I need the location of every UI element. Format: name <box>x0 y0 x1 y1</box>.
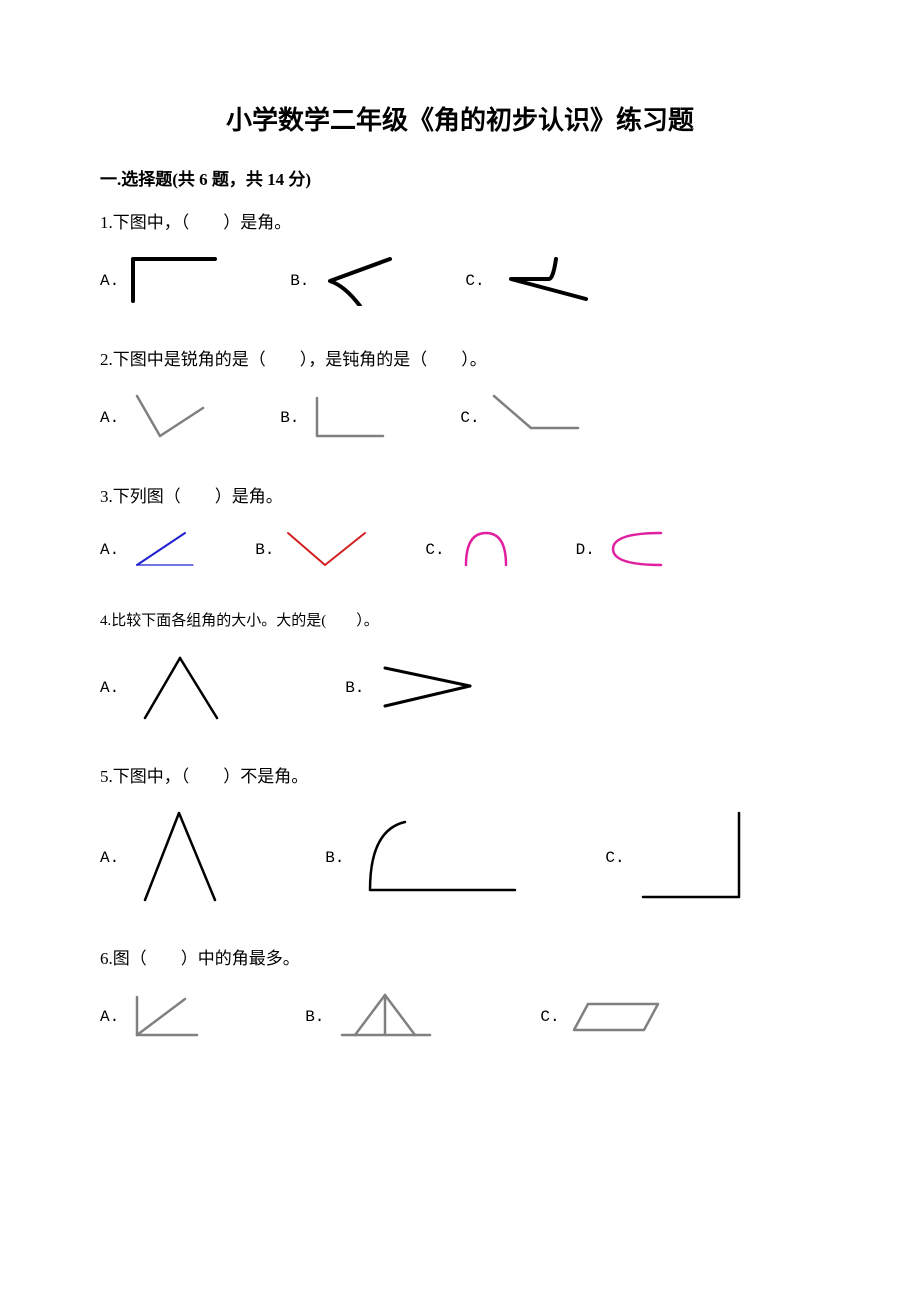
option-label: C. <box>460 409 479 427</box>
question-1-options: A. B. C. <box>100 251 820 311</box>
greater-than-icon <box>370 658 490 718</box>
tall-caret-icon <box>125 805 240 910</box>
question-4-options: A. B. <box>100 648 820 728</box>
section-header: 一.选择题(共 6 题，共 14 分) <box>100 165 820 190</box>
option-label: A. <box>100 679 119 697</box>
q2-option-b: B. <box>280 388 390 448</box>
question-6-text: 6.图（ ）中的角最多。 <box>100 944 820 969</box>
option-label: B. <box>325 849 344 867</box>
q2-option-a: A. <box>100 388 210 448</box>
option-label: C. <box>425 541 444 559</box>
q6-option-a: A. <box>100 987 205 1047</box>
option-label: A. <box>100 272 119 290</box>
curve-line-icon <box>350 810 520 905</box>
c-shape-magenta-icon <box>601 525 671 575</box>
option-label: A. <box>100 1008 119 1026</box>
caret-up-icon <box>125 648 235 728</box>
angle-right-icon <box>125 251 220 311</box>
option-label: C. <box>605 849 624 867</box>
option-label: D. <box>576 541 595 559</box>
question-5-options: A. B. C. <box>100 805 820 910</box>
question-2-options: A. B. C. <box>100 388 820 448</box>
page-title: 小学数学二年级《角的初步认识》练习题 <box>100 100 820 137</box>
option-label: B. <box>305 1008 324 1026</box>
parallelogram-icon <box>566 992 666 1042</box>
q6-option-b: B. <box>305 987 440 1047</box>
q1-option-c: C. <box>465 251 590 311</box>
option-label: C. <box>540 1008 559 1026</box>
q1-option-a: A. <box>100 251 220 311</box>
question-3-text: 3.下列图（ ）是角。 <box>100 482 820 507</box>
acute-angle-icon <box>125 388 210 448</box>
q4-option-b: B. <box>345 658 490 718</box>
option-label: B. <box>255 541 274 559</box>
question-1-text: 1.下图中，（ ）是角。 <box>100 208 820 233</box>
option-label: B. <box>290 272 309 290</box>
option-label: A. <box>100 409 119 427</box>
angle-zigzag-icon <box>491 251 591 311</box>
obtuse-angle-icon <box>486 388 581 448</box>
q5-option-a: A. <box>100 805 240 910</box>
q4-option-a: A. <box>100 648 235 728</box>
q6-option-c: C. <box>540 992 665 1042</box>
q1-option-b: B. <box>290 251 395 311</box>
q5-option-c: C. <box>605 805 750 910</box>
q5-option-b: B. <box>325 810 520 905</box>
triangle-with-line-icon <box>330 987 440 1047</box>
angle-in-corner-icon <box>125 987 205 1047</box>
q3-option-c: C. <box>425 525 520 575</box>
q3-option-a: A. <box>100 525 200 575</box>
v-shape-red-icon <box>280 525 370 575</box>
option-label: C. <box>465 272 484 290</box>
option-label: A. <box>100 541 119 559</box>
q3-option-d: D. <box>576 525 671 575</box>
q3-option-b: B. <box>255 525 370 575</box>
angle-blue-icon <box>125 525 200 575</box>
option-label: B. <box>345 679 364 697</box>
option-label: B. <box>280 409 299 427</box>
arch-magenta-icon <box>451 525 521 575</box>
question-2-text: 2.下图中是锐角的是（ ），是钝角的是（ ）。 <box>100 345 820 370</box>
question-3-options: A. B. C. D. <box>100 525 820 575</box>
question-6-options: A. B. C. <box>100 987 820 1047</box>
right-angle-icon <box>305 388 390 448</box>
q2-option-c: C. <box>460 388 580 448</box>
worksheet-page: 小学数学二年级《角的初步认识》练习题 一.选择题(共 6 题，共 14 分) 1… <box>0 0 920 1302</box>
question-5-text: 5.下图中，（ ）不是角。 <box>100 762 820 787</box>
option-label: A. <box>100 849 119 867</box>
right-angle-large-icon <box>631 805 751 910</box>
question-4-text: 4.比较下面各组角的大小。大的是( ）。 <box>100 609 820 630</box>
angle-curved-icon <box>315 251 395 311</box>
